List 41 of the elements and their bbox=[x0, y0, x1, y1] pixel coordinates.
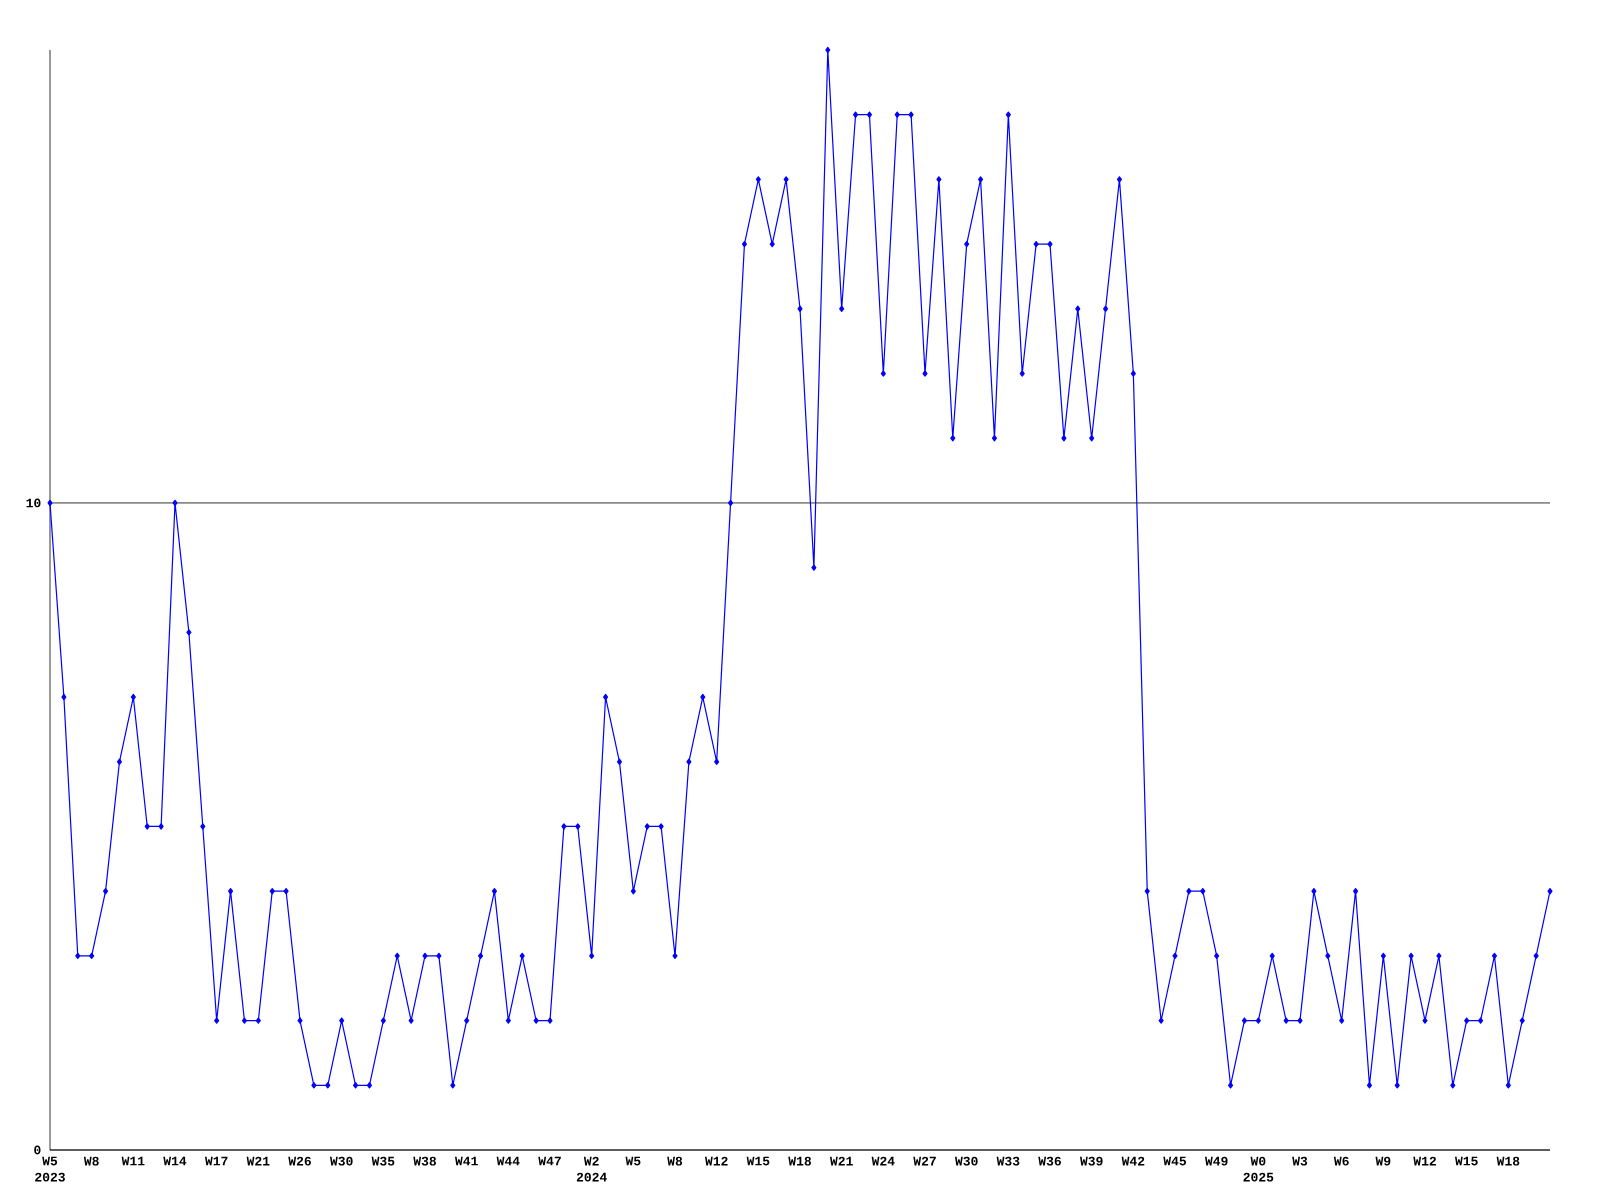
x-tick-label: W39 bbox=[1079, 1156, 1103, 1166]
x-tick-label: W35 bbox=[371, 1156, 395, 1166]
x-tick-label: W45 bbox=[1163, 1156, 1187, 1166]
text: 2023 bbox=[35, 1172, 65, 1182]
x-tick-label: W36 bbox=[1038, 1156, 1061, 1166]
x-tick-label: W44 bbox=[496, 1156, 520, 1166]
x-tick-label: W42 bbox=[1121, 1156, 1145, 1166]
x-tick-label: W18 bbox=[1496, 1156, 1520, 1166]
x-tick-label: W18 bbox=[788, 1156, 811, 1166]
y-tick-label: 0 bbox=[34, 1145, 41, 1155]
x-tick-label: W38 bbox=[413, 1156, 436, 1166]
x-tick-label: W2 bbox=[583, 1156, 599, 1166]
x-tick-label: W12 bbox=[1413, 1156, 1436, 1166]
x-tick-label: W33 bbox=[996, 1156, 1020, 1166]
x-tick-label: W49 bbox=[1204, 1156, 1228, 1166]
x-tick-label: W6 bbox=[1333, 1156, 1349, 1166]
text: 2024 bbox=[576, 1172, 607, 1182]
x-tick-label: W41 bbox=[454, 1156, 478, 1166]
x-tick-label: W14 bbox=[163, 1156, 187, 1166]
x-tick-label: W3 bbox=[1292, 1156, 1308, 1166]
x-tick-label: W0 bbox=[1250, 1156, 1266, 1166]
x-tick-label: W47 bbox=[538, 1156, 561, 1166]
x-tick-label: W30 bbox=[329, 1156, 353, 1166]
x-tick-label: W15 bbox=[746, 1156, 770, 1166]
x-tick-label: W12 bbox=[704, 1156, 728, 1166]
x-tick-label: W26 bbox=[288, 1156, 311, 1166]
text: 2025 bbox=[1243, 1172, 1274, 1182]
x-tick-label: W17 bbox=[204, 1156, 228, 1166]
x-tick-label: W5 bbox=[42, 1156, 58, 1166]
x-tick-label: W5 bbox=[625, 1156, 641, 1166]
x-tick-label: W24 bbox=[871, 1156, 895, 1166]
y-tick-label: 10 bbox=[26, 498, 41, 508]
x-tick-label: W15 bbox=[1454, 1156, 1478, 1166]
x-tick-label: W8 bbox=[83, 1156, 99, 1166]
x-tick-label: W8 bbox=[667, 1156, 683, 1166]
x-tick-label: W9 bbox=[1375, 1156, 1391, 1166]
x-tick-label: W27 bbox=[913, 1156, 936, 1166]
x-tick-label: W21 bbox=[829, 1156, 853, 1166]
x-tick-label: W11 bbox=[121, 1156, 145, 1166]
x-tick-label: W30 bbox=[954, 1156, 978, 1166]
x-tick-label: W21 bbox=[246, 1156, 270, 1166]
